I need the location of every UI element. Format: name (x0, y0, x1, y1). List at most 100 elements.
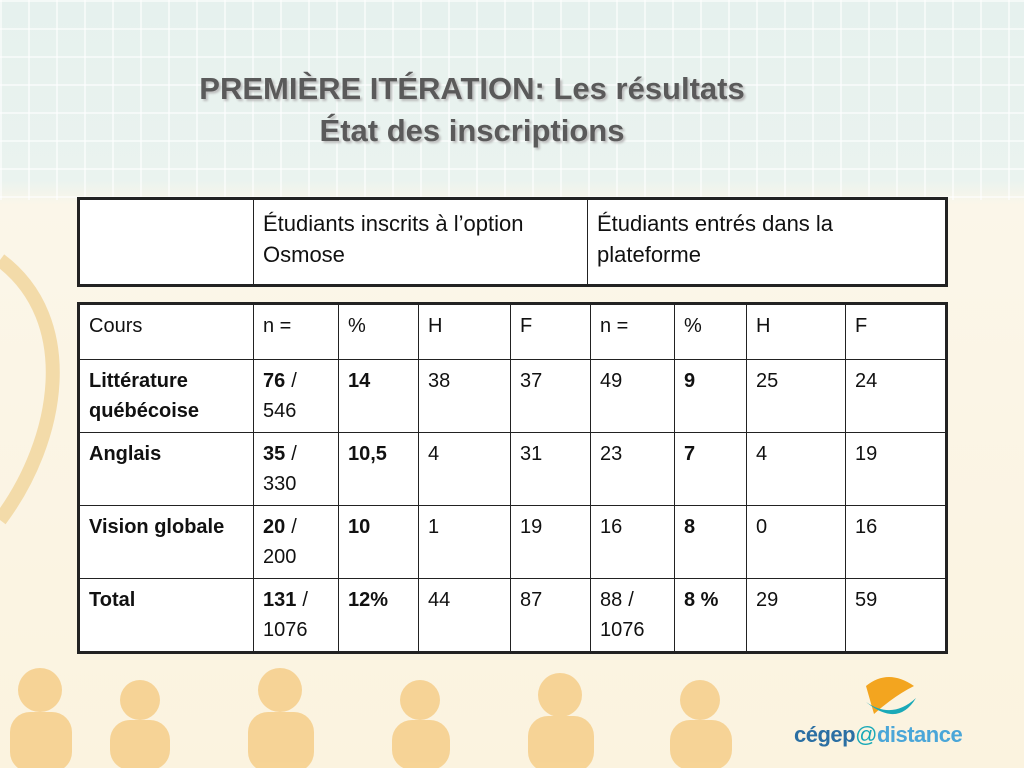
cell-text: 4 (756, 443, 768, 465)
cell-text: 200 (263, 546, 297, 568)
table-cell: 10,5 (338, 432, 419, 506)
group-header-row: Étudiants inscrits à l’option Osmose Étu… (78, 198, 947, 286)
table-cell: 14 (338, 359, 419, 433)
cell-text: / (291, 370, 297, 392)
table-row: Anglais 35/ 330 10,5 4 31 23 7 4 19 (78, 432, 947, 506)
cell-text: 44 (428, 589, 451, 611)
table-cell: 19 (510, 505, 591, 579)
table-cell: 87 (510, 578, 591, 653)
column-header: F (845, 303, 947, 360)
table-cell: 8 % (674, 578, 747, 653)
table-cell: Vision globale (78, 505, 254, 579)
cell-text: 10 (348, 516, 371, 538)
column-header: % (674, 303, 747, 360)
cell-text: Total (89, 589, 136, 611)
cell-text: 8 % (684, 589, 719, 611)
cell-text: Littérature québécoise (89, 370, 200, 422)
cell-text: 12% (348, 589, 389, 611)
table-row: Vision globale 20/ 200 10 1 19 16 8 0 16 (78, 505, 947, 579)
cell-text: / (628, 589, 634, 611)
title-line: PREMIÈRE ITÉRATION: Les résultats (199, 71, 745, 106)
table-cell: 4 (418, 432, 511, 506)
cell-text: 23 (600, 443, 623, 465)
cell-text: Anglais (89, 443, 162, 465)
cell-text: Vision globale (89, 516, 225, 538)
logo-text: @ (855, 722, 877, 747)
table-cell: 49 (590, 359, 675, 433)
cell-text: 16 (855, 516, 878, 538)
cell-text: 29 (756, 589, 779, 611)
table-cell: 25 (746, 359, 846, 433)
table-cell: 38 (418, 359, 511, 433)
column-header: H (746, 303, 846, 360)
group-header-cell: Étudiants entrés dans la plateforme (587, 198, 947, 286)
cell-text: 9 (684, 370, 696, 392)
group-header-table: Étudiants inscrits à l’option Osmose Étu… (77, 197, 948, 287)
table-cell: Littérature québécoise (78, 359, 254, 433)
table-cell: 35/ 330 (253, 432, 339, 506)
cell-text: 25 (756, 370, 779, 392)
cell-text: 546 (263, 400, 297, 422)
table-cell: 10 (338, 505, 419, 579)
cell-text: 330 (263, 473, 297, 495)
table-row: Littérature québécoise 76/ 546 14 38 37 49 9 25 2… (78, 359, 947, 433)
cell-text: 1076 (263, 619, 308, 641)
table-cell: 88/ 1076 (590, 578, 675, 653)
cell-text: 19 (855, 443, 878, 465)
table-cell: 1 (418, 505, 511, 579)
cell-text: / (291, 516, 297, 538)
table-cell: 0 (746, 505, 846, 579)
table-row: Total 131/1076 12% 44 87 88/1076 8 % 29 59 (78, 578, 947, 653)
cell-text: 59 (855, 589, 878, 611)
cell-text: 1 (428, 516, 440, 538)
background-tiles (0, 0, 1024, 200)
table-cell: Anglais (78, 432, 254, 506)
cell-text: 7 (684, 443, 696, 465)
column-header: H (418, 303, 511, 360)
cell-text: 87 (520, 589, 543, 611)
table-cell: Total (78, 578, 254, 653)
cell-text: / (291, 443, 297, 465)
cell-text: 20 (263, 516, 286, 538)
table-cell: 8 (674, 505, 747, 579)
table-cell: 12% (338, 578, 419, 653)
table-cell: 20/ 200 (253, 505, 339, 579)
column-header: n = (253, 303, 339, 360)
column-header: % (338, 303, 419, 360)
table-cell: 59 (845, 578, 947, 653)
table-cell: 76/ 546 (253, 359, 339, 433)
table-cell: 37 (510, 359, 591, 433)
cell-text: 31 (520, 443, 543, 465)
table-cell: 29 (746, 578, 846, 653)
column-header: F (510, 303, 591, 360)
column-header: n = (590, 303, 675, 360)
table-cell: 16 (590, 505, 675, 579)
table-cell: 31 (510, 432, 591, 506)
cell-text: 14 (348, 370, 371, 392)
group-header-cell: Étudiants inscrits à l’option Osmose (253, 198, 588, 286)
cell-text: 131 (263, 589, 297, 611)
cell-text: 37 (520, 370, 543, 392)
cell-text: 76 (263, 370, 286, 392)
table-cell: 23 (590, 432, 675, 506)
table-cell: 131/ 1076 (253, 578, 339, 653)
table-cell: 19 (845, 432, 947, 506)
cell-text: 16 (600, 516, 623, 538)
table-cell: 4 (746, 432, 846, 506)
table-cell: 44 (418, 578, 511, 653)
cell-text: / (302, 589, 308, 611)
cell-text: 4 (428, 443, 440, 465)
cell-text: 0 (756, 516, 768, 538)
title-line: État des inscriptions (319, 113, 625, 148)
cell-text: 10,5 (348, 443, 387, 465)
cell-text: 19 (520, 516, 543, 538)
cell-text: 88 (600, 589, 623, 611)
cell-text: 49 (600, 370, 623, 392)
logo-text: cégep (794, 722, 856, 747)
logo-text: distance (876, 722, 963, 747)
cell-text: 35 (263, 443, 286, 465)
